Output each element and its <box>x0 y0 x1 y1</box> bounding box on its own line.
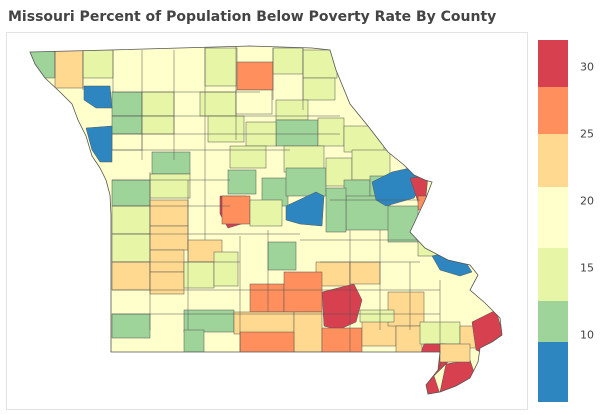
county-25[interactable] <box>229 145 267 169</box>
county-50[interactable] <box>325 187 347 233</box>
color-legend <box>538 40 568 402</box>
legend-tick-10: 10 <box>580 328 594 342</box>
state-outline <box>29 45 503 395</box>
county-41[interactable] <box>221 195 251 225</box>
county-38[interactable] <box>227 169 257 195</box>
county-44[interactable] <box>285 167 327 197</box>
county-6[interactable] <box>272 47 304 75</box>
county-19[interactable] <box>207 115 245 143</box>
county-28[interactable] <box>111 205 151 235</box>
county-12[interactable] <box>141 115 175 135</box>
county-43[interactable] <box>283 145 325 173</box>
county-36[interactable] <box>183 261 215 289</box>
county-21[interactable] <box>111 133 143 151</box>
county-5[interactable] <box>236 61 274 91</box>
legend-tick-25: 25 <box>580 127 594 141</box>
county-8[interactable] <box>302 77 336 101</box>
legend-tick-15: 15 <box>580 261 594 275</box>
map-title: Missouri Percent of Population Below Pov… <box>8 9 497 25</box>
county-63[interactable] <box>183 309 235 333</box>
legend-band-2 <box>538 247 568 302</box>
county-58[interactable] <box>267 241 297 271</box>
county-32[interactable] <box>149 225 189 251</box>
county-3[interactable] <box>82 49 114 79</box>
county-55[interactable] <box>387 205 419 243</box>
legend-band-0 <box>538 341 568 402</box>
county-37[interactable] <box>213 251 239 287</box>
county-30[interactable] <box>111 261 151 291</box>
county-layer <box>28 46 502 394</box>
county-17[interactable] <box>317 117 345 147</box>
county-83[interactable] <box>439 343 471 363</box>
county-16[interactable] <box>275 119 319 147</box>
legend-band-6 <box>538 40 568 87</box>
county-56[interactable] <box>417 231 447 257</box>
county-54[interactable] <box>417 195 429 211</box>
county-35[interactable] <box>149 271 185 295</box>
legend-band-4 <box>538 133 568 188</box>
legend-tick-30: 30 <box>580 60 594 74</box>
county-24[interactable] <box>151 151 191 175</box>
county-74[interactable] <box>359 309 395 323</box>
county-72[interactable] <box>395 325 423 355</box>
legend-band-3 <box>538 187 568 248</box>
county-13[interactable] <box>199 91 237 117</box>
county-73[interactable] <box>349 261 381 285</box>
county-23[interactable] <box>85 125 113 163</box>
county-42[interactable] <box>249 199 283 227</box>
county-14[interactable] <box>235 89 273 115</box>
county-10[interactable] <box>111 115 143 135</box>
county-67[interactable] <box>293 311 323 353</box>
county-4[interactable] <box>204 47 238 87</box>
legend-band-1 <box>538 301 568 342</box>
county-1[interactable] <box>28 49 56 79</box>
legend-band-5 <box>538 86 568 134</box>
plot-frame <box>6 32 528 410</box>
county-51[interactable] <box>285 191 325 227</box>
missouri-county-map[interactable] <box>0 0 535 415</box>
county-22[interactable] <box>83 85 113 109</box>
county-11[interactable] <box>141 91 175 117</box>
county-64[interactable] <box>183 329 205 353</box>
legend-tick-20: 20 <box>580 194 594 208</box>
county-31[interactable] <box>149 199 189 227</box>
county-60[interactable] <box>249 283 285 313</box>
county-34[interactable] <box>149 249 185 273</box>
county-66[interactable] <box>233 311 295 335</box>
county-61[interactable] <box>283 271 323 313</box>
county-29[interactable] <box>111 233 151 263</box>
county-26[interactable] <box>149 173 191 199</box>
county-9[interactable] <box>111 91 143 117</box>
county-2[interactable] <box>54 49 84 89</box>
county-65[interactable] <box>111 313 151 339</box>
county-27[interactable] <box>111 179 151 207</box>
county-46[interactable] <box>351 149 391 181</box>
county-69[interactable] <box>321 327 363 355</box>
county-7[interactable] <box>302 49 338 79</box>
county-68[interactable] <box>239 331 295 355</box>
